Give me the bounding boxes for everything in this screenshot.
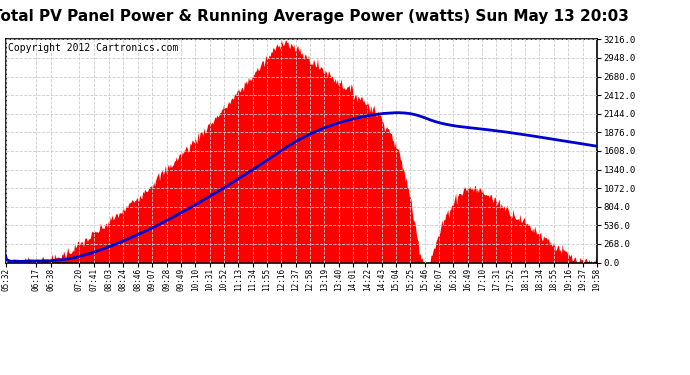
Text: Total PV Panel Power & Running Average Power (watts) Sun May 13 20:03: Total PV Panel Power & Running Average P… bbox=[0, 9, 629, 24]
Text: Copyright 2012 Cartronics.com: Copyright 2012 Cartronics.com bbox=[8, 43, 179, 53]
